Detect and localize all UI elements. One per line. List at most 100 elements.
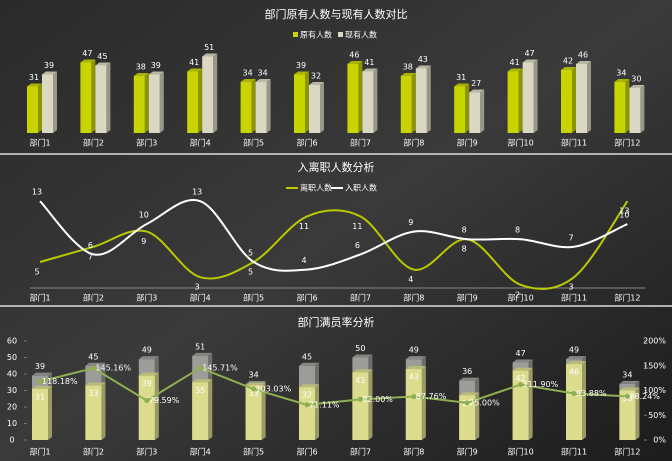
bar-top xyxy=(192,352,213,356)
data-label: 46 xyxy=(569,368,579,377)
bar-side xyxy=(582,361,586,440)
bar xyxy=(80,62,92,133)
y-tick-label: 60 xyxy=(7,337,17,346)
data-label: 49 xyxy=(409,346,419,355)
bar xyxy=(255,82,267,133)
bar-top xyxy=(27,83,42,87)
data-label: 34 xyxy=(258,69,268,78)
data-label: 32 xyxy=(311,72,321,81)
data-label: 47 xyxy=(82,49,92,58)
bar-top xyxy=(85,362,106,366)
data-label: 71.11% xyxy=(309,400,340,409)
bar-side xyxy=(101,382,106,440)
x-tick-label: 部门6 xyxy=(296,447,317,457)
y-tick-label: 10 xyxy=(7,419,17,428)
x-tick-label: 部门10 xyxy=(508,293,534,303)
x-tick-label: 部门3 xyxy=(136,447,157,457)
bar-top xyxy=(95,62,111,66)
bar-side xyxy=(315,384,319,440)
data-label: 35 xyxy=(195,386,205,395)
bar-top xyxy=(507,68,523,72)
x-tick-label: 部门10 xyxy=(508,138,534,148)
chart-title: 部门满员率分析 xyxy=(298,315,375,329)
bar-side xyxy=(208,379,213,440)
bar-side xyxy=(480,89,485,133)
bar-top xyxy=(187,68,203,72)
data-label: 82.00% xyxy=(362,395,393,404)
bar-top xyxy=(561,67,576,70)
marker xyxy=(518,382,524,388)
chart-title: 入离职人数分析 xyxy=(298,160,375,174)
data-label: 103.03% xyxy=(256,385,292,394)
marker xyxy=(197,365,203,371)
bar xyxy=(400,76,412,133)
data-label: 11 xyxy=(352,222,362,231)
marker xyxy=(624,393,630,399)
data-label: 6 xyxy=(355,241,360,250)
y-tick-label: 0 xyxy=(9,436,14,445)
bar xyxy=(32,388,48,440)
bar-top xyxy=(32,385,52,389)
data-label: 39 xyxy=(44,61,54,70)
x-tick-label: 部门12 xyxy=(614,293,640,303)
y2-tick-label: 150% xyxy=(643,361,666,370)
x-tick-label: 部门2 xyxy=(83,138,104,148)
data-label: 42 xyxy=(563,57,573,66)
bar-side xyxy=(475,392,480,440)
bar-top xyxy=(148,71,164,75)
bar-top xyxy=(245,382,266,386)
bar-side xyxy=(106,62,111,133)
bar-top xyxy=(459,377,480,381)
bar-top xyxy=(405,356,426,360)
y-tick-label: 20 xyxy=(7,403,17,412)
bar-side xyxy=(261,382,266,440)
marker xyxy=(411,394,417,400)
x-tick-label: 部门3 xyxy=(136,293,157,303)
marker xyxy=(304,402,310,408)
data-label: 6 xyxy=(88,241,93,250)
bar xyxy=(187,71,199,133)
x-tick-label: 部门9 xyxy=(457,447,478,457)
x-tick-label: 部门5 xyxy=(243,293,264,303)
chart-title: 部门原有人数与现有人数对比 xyxy=(265,7,408,21)
bar xyxy=(512,370,529,440)
data-label: 13 xyxy=(192,188,202,197)
y2-tick-label: 50% xyxy=(648,411,666,420)
data-label: 145.16% xyxy=(95,364,131,373)
x-tick-label: 部门9 xyxy=(457,293,478,303)
bar-top xyxy=(299,384,319,388)
bar-top xyxy=(138,356,159,360)
bar-side xyxy=(251,79,256,133)
bar xyxy=(42,74,53,133)
data-label: 4 xyxy=(408,275,413,284)
bar-top xyxy=(352,369,373,373)
x-tick-label: 部门5 xyxy=(243,138,264,148)
bar-top xyxy=(202,53,218,57)
data-label: 87.76% xyxy=(416,392,447,401)
bar-top xyxy=(400,73,416,76)
data-label: 45 xyxy=(302,352,312,361)
marker xyxy=(90,365,96,371)
y2-tick-label: 100% xyxy=(643,386,666,395)
bar-side xyxy=(640,85,645,133)
bar xyxy=(522,62,534,133)
x-tick-label: 部门8 xyxy=(403,293,424,303)
x-tick-label: 部门7 xyxy=(350,447,371,457)
data-label: 10 xyxy=(619,211,629,220)
bar-side xyxy=(213,53,218,133)
x-tick-label: 部门12 xyxy=(614,138,640,148)
bar-top xyxy=(255,79,271,82)
legend-label: 离职人数 xyxy=(300,183,332,193)
bar-side xyxy=(320,82,324,133)
data-label: 8 xyxy=(462,226,467,235)
y-tick-label: 40 xyxy=(7,370,17,379)
bar xyxy=(614,82,626,133)
data-label: 50 xyxy=(355,344,365,353)
bar xyxy=(95,65,107,133)
data-label: 39 xyxy=(35,362,45,371)
data-label: 5 xyxy=(248,249,253,258)
bar-top xyxy=(566,361,586,365)
data-label: 88.24% xyxy=(629,392,660,401)
bar-side xyxy=(625,79,630,133)
